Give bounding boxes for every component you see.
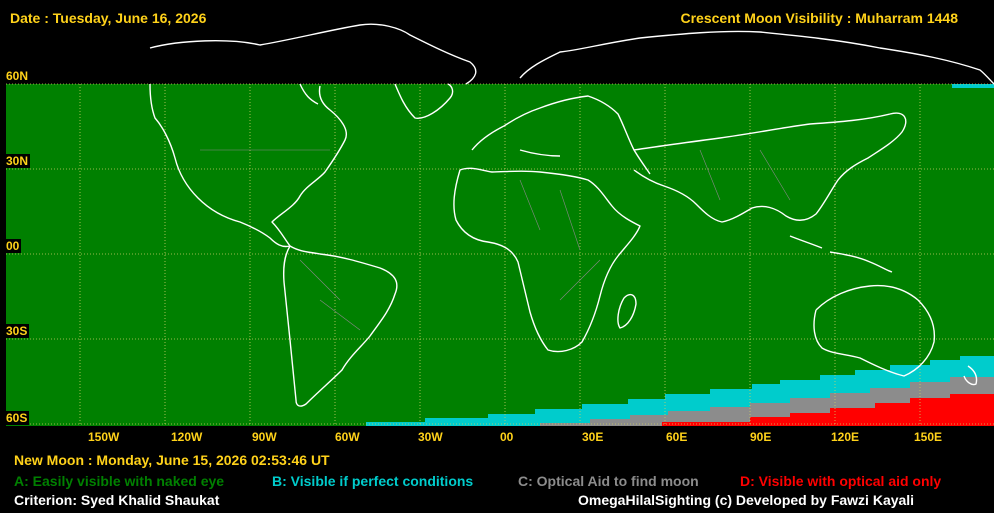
asia-outline [633, 112, 907, 223]
lon-label-90w: 90W [252, 430, 277, 444]
lon-label-120e: 120E [831, 430, 860, 444]
indonesia-outline [789, 235, 893, 273]
legend-a: A: Easily visible with naked eye [14, 473, 225, 489]
africa-outline [453, 167, 641, 353]
zone-d-region [662, 394, 994, 426]
criterion-text: Criterion: Syed Khalid Shaukat [14, 492, 220, 508]
lon-label-60e: 60E [666, 430, 688, 444]
arctic-coast [149, 23, 994, 85]
coastlines [149, 23, 994, 407]
lon-label-30e: 30E [582, 430, 604, 444]
legend-c: C: Optical Aid to find moon [518, 473, 699, 489]
lon-label-30w: 30W [418, 430, 443, 444]
lat-label-30s: 30S [4, 324, 30, 338]
date-title: Date : Tuesday, June 16, 2026 [10, 10, 207, 26]
zone-b-sliver [952, 84, 994, 88]
new-zealand-outline [963, 365, 978, 386]
visibility-title: Crescent Moon Visibility : Muharram 1448 [680, 10, 959, 26]
lon-label-60w: 60W [335, 430, 360, 444]
madagascar-outline [617, 293, 637, 329]
zone-a-region [6, 84, 994, 426]
lat-label-60s: 60S [4, 411, 30, 425]
credit-text: OmegaHilalSighting (c) Developed by Fawz… [578, 492, 915, 508]
country-borders [200, 149, 791, 331]
greenland-outline [394, 83, 454, 119]
lat-label-equator: 00 [4, 239, 22, 253]
south-america-outline [282, 245, 398, 407]
lon-label-90e: 90E [750, 430, 772, 444]
lon-label-0: 00 [500, 430, 514, 444]
lon-label-150w: 150W [88, 430, 120, 444]
grid-lines [6, 83, 994, 426]
legend-d: D: Visible with optical aid only [740, 473, 942, 489]
lat-label-30n: 30N [4, 154, 31, 168]
australia-outline [813, 284, 936, 377]
lat-label-60n: 60N [4, 69, 31, 83]
lon-label-120w: 120W [171, 430, 203, 444]
legend-b: B: Visible if perfect conditions [272, 473, 474, 489]
lon-label-150e: 150E [914, 430, 943, 444]
new-moon-time: New Moon : Monday, June 15, 2026 02:53:4… [14, 452, 330, 468]
